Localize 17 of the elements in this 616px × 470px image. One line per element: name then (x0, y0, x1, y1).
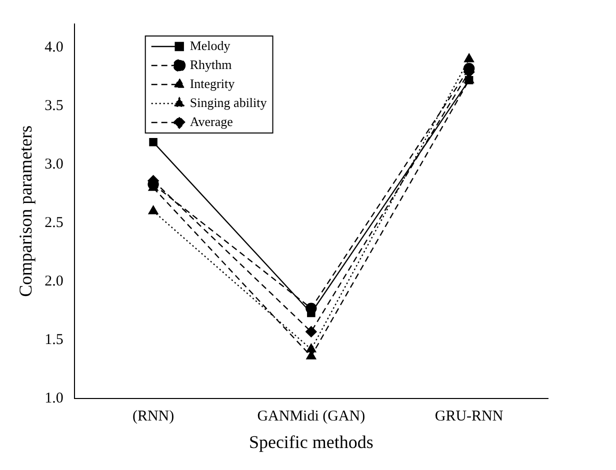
legend-label: Average (190, 114, 234, 129)
x-tick-label: GANMidi (GAN) (257, 408, 366, 424)
y-tick-label: 2.0 (44, 273, 64, 290)
legend-label: Rhythm (190, 56, 232, 72)
y-axis-title: Comparison parameters (16, 125, 36, 297)
x-axis-title: Specific methods (248, 432, 374, 452)
y-tick-label: 1.5 (44, 332, 64, 348)
y-tick-label: 4.0 (44, 39, 64, 56)
x-tick-label: GRU-RNN (434, 408, 504, 424)
x-tick-label: (RNN) (132, 408, 174, 424)
legend-label: Melody (190, 38, 231, 53)
y-tick-label: 2.5 (44, 214, 64, 231)
y-tick-label: 3.0 (44, 156, 64, 172)
legend-label: Singing ability (190, 94, 268, 110)
y-tick-label: 3.5 (44, 98, 64, 114)
legend-label: Integrity (190, 76, 236, 91)
y-tick-label: 1.0 (44, 390, 64, 406)
